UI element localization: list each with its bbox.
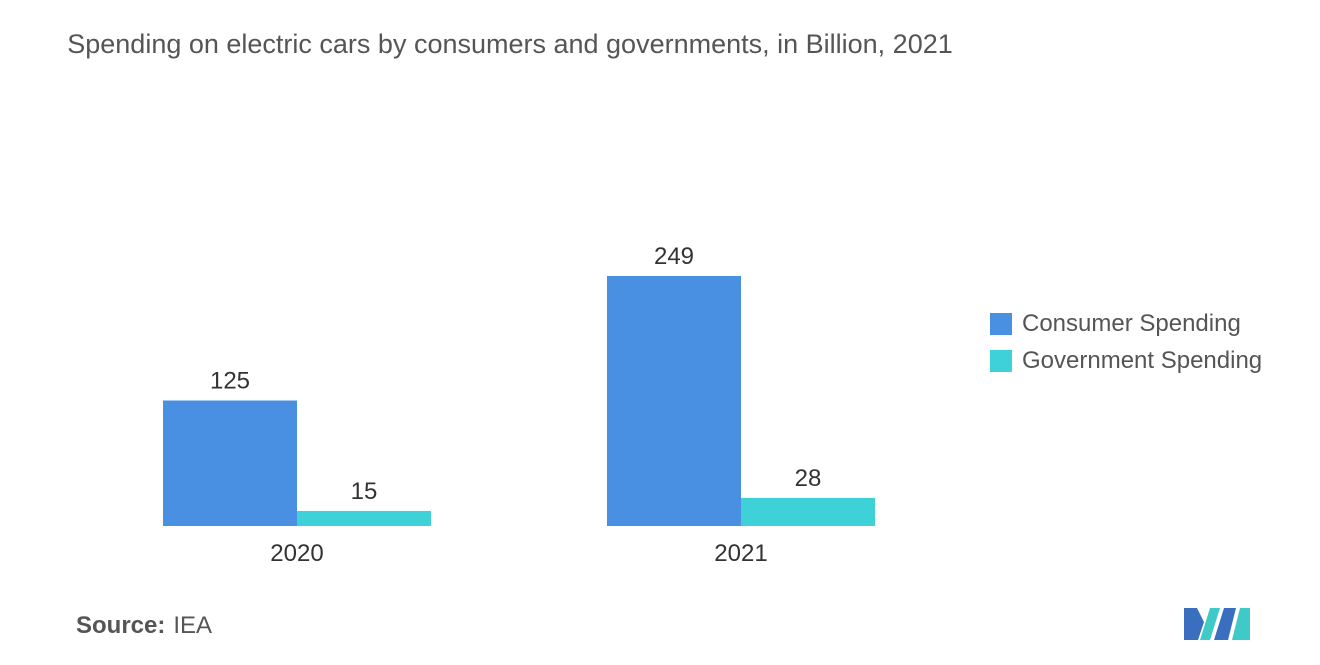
x-tick-label-2020: 2020 bbox=[270, 540, 323, 567]
legend-label-consumer: Consumer Spending bbox=[1022, 309, 1241, 337]
legend-swatch-consumer bbox=[990, 312, 1012, 335]
bar-government-spending-2021 bbox=[741, 497, 875, 526]
legend-item-consumer: Consumer Spending bbox=[990, 305, 1262, 342]
axis-layer: 2020 2021 bbox=[270, 540, 767, 567]
legend-label-government: Government Spending bbox=[1022, 346, 1263, 374]
bars-layer bbox=[163, 276, 875, 526]
source-note: Source: IEA bbox=[76, 612, 212, 640]
source-value: IEA bbox=[173, 612, 213, 639]
legend-swatch-government bbox=[990, 349, 1012, 372]
chart-title: Spending on electric cars by consumers a… bbox=[67, 29, 953, 59]
bar-government-spending-2020 bbox=[297, 510, 431, 526]
source-label: Source: bbox=[76, 612, 166, 639]
bar-consumer-spending-2020 bbox=[163, 400, 297, 526]
labels-layer: 125 15 249 28 bbox=[210, 243, 821, 505]
x-tick-label-2021: 2021 bbox=[714, 540, 767, 567]
data-label-government-spending-2021: 28 bbox=[795, 465, 822, 492]
mordor-intelligence-logo-icon bbox=[1184, 602, 1250, 645]
data-label-government-spending-2020: 15 bbox=[351, 478, 378, 505]
legend-item-government: Government Spending bbox=[990, 342, 1262, 379]
bar-consumer-spending-2021 bbox=[607, 276, 741, 526]
legend: Consumer Spending Government Spending bbox=[990, 305, 1262, 379]
data-label-consumer-spending-2021: 249 bbox=[654, 243, 694, 270]
data-label-consumer-spending-2020: 125 bbox=[210, 368, 250, 395]
